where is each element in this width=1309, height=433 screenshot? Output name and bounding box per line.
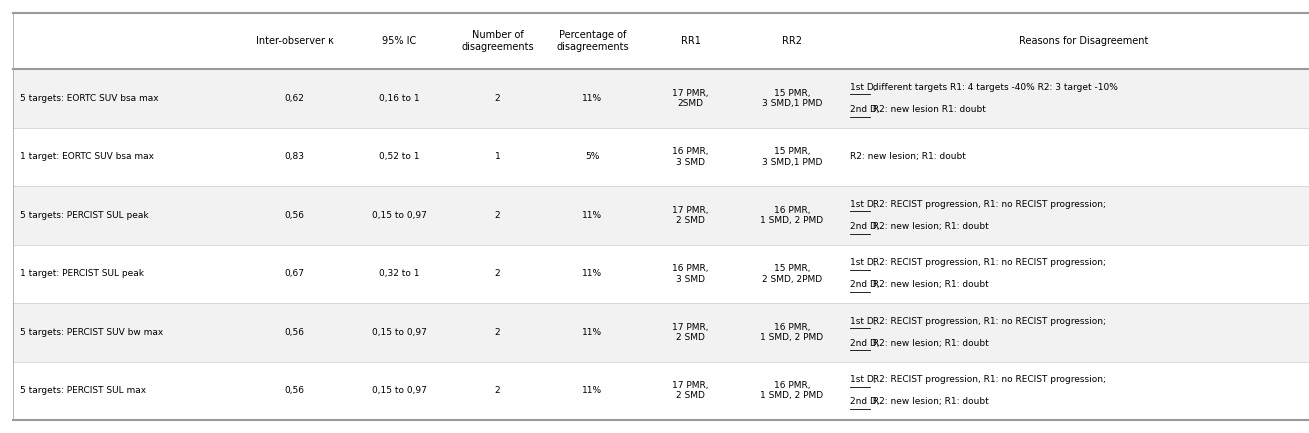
Text: 5 targets: PERCIST SUL peak: 5 targets: PERCIST SUL peak: [20, 211, 148, 220]
Text: 11%: 11%: [583, 386, 602, 395]
Text: Percentage of
disagreements: Percentage of disagreements: [556, 30, 628, 52]
Text: 17 PMR,
2 SMD: 17 PMR, 2 SMD: [673, 323, 708, 342]
Text: 2nd D,: 2nd D,: [850, 222, 880, 231]
Text: 16 PMR,
1 SMD, 2 PMD: 16 PMR, 1 SMD, 2 PMD: [761, 206, 823, 225]
Text: 16 PMR,
3 SMD: 16 PMR, 3 SMD: [673, 264, 708, 284]
Text: 1st D,: 1st D,: [850, 258, 876, 267]
Text: 2: 2: [495, 328, 500, 337]
Text: 16 PMR,
1 SMD, 2 PMD: 16 PMR, 1 SMD, 2 PMD: [761, 323, 823, 342]
Text: 2nd D,: 2nd D,: [850, 339, 880, 348]
Text: R2: RECIST progression, R1: no RECIST progression;: R2: RECIST progression, R1: no RECIST pr…: [869, 375, 1106, 384]
Text: 2: 2: [495, 386, 500, 395]
Text: R2: new lesion; R1: doubt: R2: new lesion; R1: doubt: [869, 339, 988, 348]
Text: 0,62: 0,62: [284, 94, 305, 103]
Text: R2: new lesion R1: doubt: R2: new lesion R1: doubt: [869, 105, 986, 114]
Text: 16 PMR,
3 SMD: 16 PMR, 3 SMD: [673, 147, 708, 167]
Text: 5 targets: EORTC SUV bsa max: 5 targets: EORTC SUV bsa max: [20, 94, 158, 103]
Text: 0,83: 0,83: [284, 152, 305, 162]
Text: 2: 2: [495, 211, 500, 220]
Text: R2: RECIST progression, R1: no RECIST progression;: R2: RECIST progression, R1: no RECIST pr…: [869, 317, 1106, 326]
Text: R2: new lesion; R1: doubt: R2: new lesion; R1: doubt: [869, 397, 988, 407]
Text: 0,56: 0,56: [284, 211, 305, 220]
Text: Number of
disagreements: Number of disagreements: [461, 30, 534, 52]
Text: 15 PMR,
3 SMD,1 PMD: 15 PMR, 3 SMD,1 PMD: [762, 89, 822, 108]
Text: R2: new lesion; R1: doubt: R2: new lesion; R1: doubt: [850, 152, 966, 162]
Text: 2nd D,: 2nd D,: [850, 397, 880, 407]
Text: 1st D,: 1st D,: [850, 317, 876, 326]
Text: 17 PMR,
2 SMD: 17 PMR, 2 SMD: [673, 206, 708, 225]
Text: 0,15 to 0,97: 0,15 to 0,97: [372, 386, 427, 395]
Text: 95% IC: 95% IC: [382, 36, 416, 46]
Text: Inter-observer κ: Inter-observer κ: [255, 36, 334, 46]
Text: 1st D,: 1st D,: [850, 375, 876, 384]
Text: Reasons for Disagreement: Reasons for Disagreement: [1018, 36, 1148, 46]
Text: 1 target: PERCIST SUL peak: 1 target: PERCIST SUL peak: [20, 269, 144, 278]
Bar: [13, 362, 1309, 420]
Text: 0,15 to 0,97: 0,15 to 0,97: [372, 211, 427, 220]
Bar: [13, 128, 1309, 186]
Text: different targets R1: 4 targets -40% R2: 3 target -10%: different targets R1: 4 targets -40% R2:…: [869, 83, 1118, 92]
Bar: [13, 69, 1309, 128]
Text: 0,56: 0,56: [284, 386, 305, 395]
Text: 15 PMR,
3 SMD,1 PMD: 15 PMR, 3 SMD,1 PMD: [762, 147, 822, 167]
Text: 1st D,: 1st D,: [850, 83, 876, 92]
Text: 0,52 to 1: 0,52 to 1: [380, 152, 419, 162]
Text: 5 targets: PERCIST SUV bw max: 5 targets: PERCIST SUV bw max: [20, 328, 162, 337]
Text: 5%: 5%: [585, 152, 600, 162]
Text: 17 PMR,
2 SMD: 17 PMR, 2 SMD: [673, 381, 708, 401]
Text: 5 targets: PERCIST SUL max: 5 targets: PERCIST SUL max: [20, 386, 145, 395]
Bar: [13, 303, 1309, 362]
Text: 2: 2: [495, 94, 500, 103]
Text: R2: RECIST progression, R1: no RECIST progression;: R2: RECIST progression, R1: no RECIST pr…: [869, 258, 1106, 267]
Text: 2nd D,: 2nd D,: [850, 105, 880, 114]
Text: R2: RECIST progression, R1: no RECIST progression;: R2: RECIST progression, R1: no RECIST pr…: [869, 200, 1106, 209]
Text: 11%: 11%: [583, 328, 602, 337]
Text: 0,15 to 0,97: 0,15 to 0,97: [372, 328, 427, 337]
Text: 0,16 to 1: 0,16 to 1: [378, 94, 420, 103]
Text: 2: 2: [495, 269, 500, 278]
Text: 0,32 to 1: 0,32 to 1: [380, 269, 419, 278]
Text: 11%: 11%: [583, 269, 602, 278]
Text: R2: new lesion; R1: doubt: R2: new lesion; R1: doubt: [869, 222, 988, 231]
Text: RR1: RR1: [681, 36, 700, 46]
Text: 1 target: EORTC SUV bsa max: 1 target: EORTC SUV bsa max: [20, 152, 153, 162]
Bar: [13, 186, 1309, 245]
Text: 11%: 11%: [583, 211, 602, 220]
Text: RR2: RR2: [781, 36, 802, 46]
Text: 16 PMR,
1 SMD, 2 PMD: 16 PMR, 1 SMD, 2 PMD: [761, 381, 823, 401]
Text: 0,67: 0,67: [284, 269, 305, 278]
Text: R2: new lesion; R1: doubt: R2: new lesion; R1: doubt: [869, 281, 988, 290]
Text: 1: 1: [495, 152, 500, 162]
Text: 0,56: 0,56: [284, 328, 305, 337]
Bar: [13, 245, 1309, 303]
Text: 11%: 11%: [583, 94, 602, 103]
Text: 1st D,: 1st D,: [850, 200, 876, 209]
Text: 17 PMR,
2SMD: 17 PMR, 2SMD: [673, 89, 708, 108]
Text: 2nd D,: 2nd D,: [850, 281, 880, 290]
Text: 15 PMR,
2 SMD, 2PMD: 15 PMR, 2 SMD, 2PMD: [762, 264, 822, 284]
Bar: [13, 13, 1309, 69]
